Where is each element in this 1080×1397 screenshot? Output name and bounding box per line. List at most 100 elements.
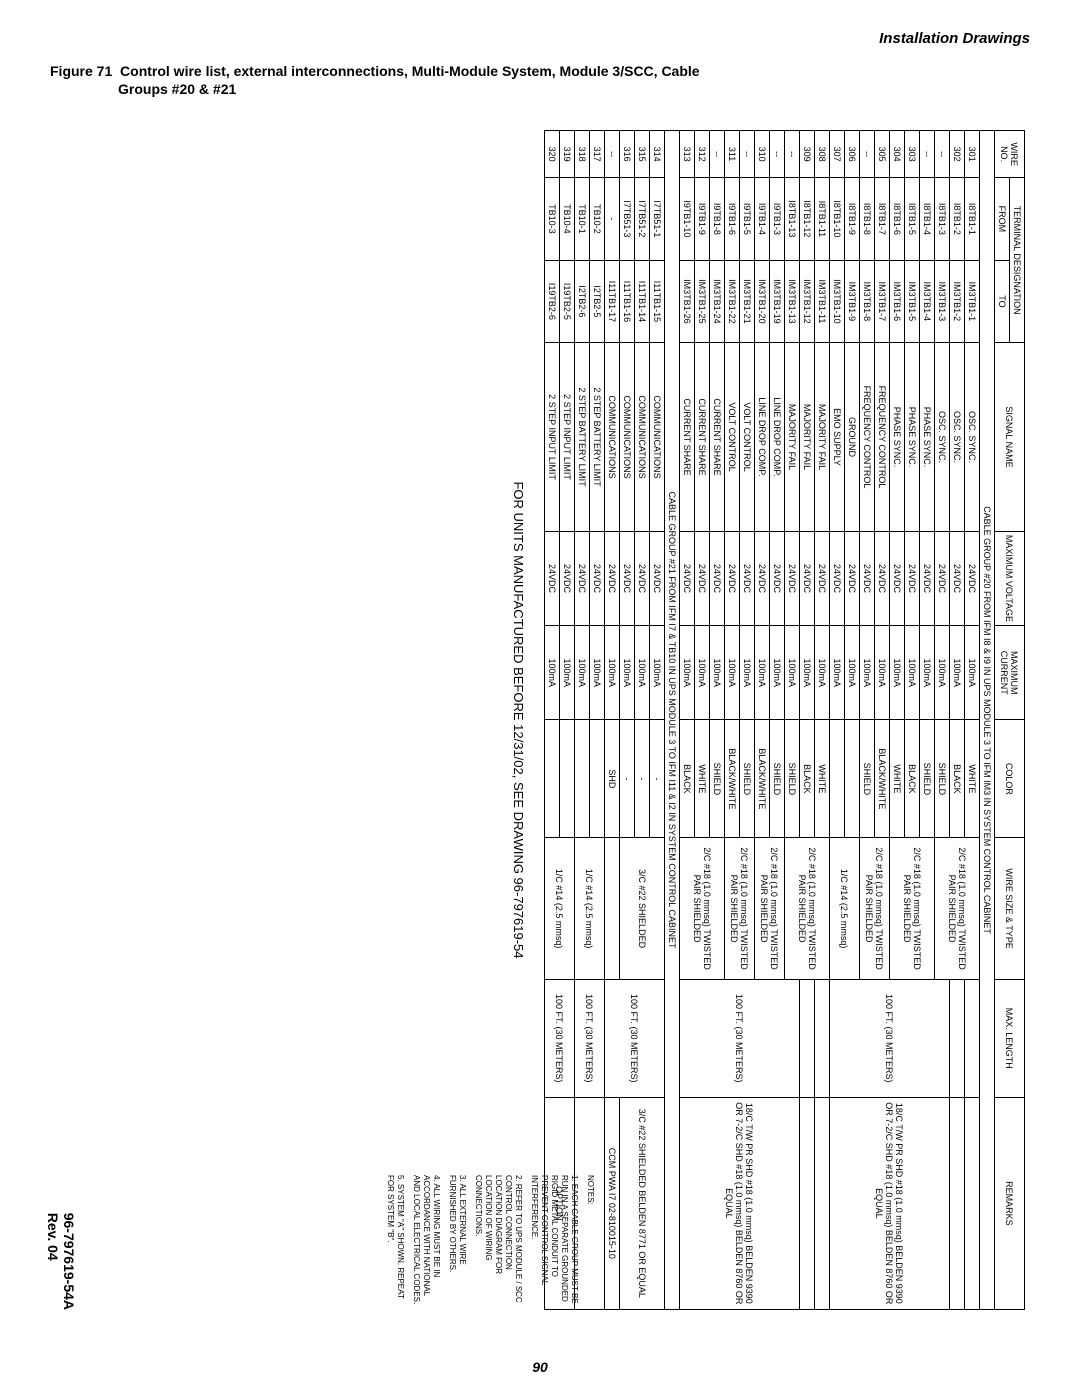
section-cell: CABLE GROUP #21 FROM IFM I7 & TB10 IN UP… xyxy=(665,131,680,1310)
cell: SHIELD xyxy=(770,720,785,838)
cell: 100mA xyxy=(920,626,935,720)
cell: 100mA xyxy=(590,626,605,720)
cell: 302 xyxy=(950,131,965,178)
cell: PHASE SYNC. xyxy=(905,343,920,532)
cell: I8TB1-13 xyxy=(785,178,800,261)
section-header: Installation Drawings xyxy=(50,30,1030,47)
doc-number-block: 96-797619-54A Rev. 04 xyxy=(45,1213,77,1310)
cell: SHIELD xyxy=(860,720,875,838)
cell: I9TB1-4 xyxy=(755,178,770,261)
cell xyxy=(845,720,860,838)
cell: IM3TB1-24 xyxy=(710,260,725,343)
cell: -- xyxy=(740,131,755,178)
cell: SHIELD xyxy=(710,720,725,838)
cell: 2 STEP BATTERY LIMIT xyxy=(590,343,605,532)
cell: 24VDC xyxy=(740,531,755,625)
section-row: CABLE GROUP #21 FROM IFM I7 & TB10 IN UP… xyxy=(665,131,680,1310)
cell: 24VDC xyxy=(845,531,860,625)
cell: 24VDC xyxy=(650,531,665,625)
col-from: FROM xyxy=(995,178,1010,261)
cell: OSC. SYNC. xyxy=(965,343,980,532)
cell: I11TB1-14 xyxy=(635,260,650,343)
cell: I11TB1-15 xyxy=(650,260,665,343)
cell: SHIELD xyxy=(785,720,800,838)
cell: 24VDC xyxy=(905,531,920,625)
table-row: --I8TB1-3IM3TB1-3OSC. SYNC.24VDC100mASHI… xyxy=(935,131,950,1310)
cell: IM3TB1-25 xyxy=(695,260,710,343)
cell: I8TB1-6 xyxy=(890,178,905,261)
cell: - xyxy=(650,720,665,838)
col-term-des: TERMINAL DESIGNATION xyxy=(1010,178,1025,343)
col-max-len: MAX. LENGTH xyxy=(995,979,1025,1097)
cell: TB10-4 xyxy=(560,178,575,261)
cell: I8TB1-8 xyxy=(860,178,875,261)
cell-rem xyxy=(965,1097,980,1309)
cell: I8TB1-11 xyxy=(815,178,830,261)
cell-len xyxy=(800,979,815,1097)
page-number: 90 xyxy=(0,1359,1080,1375)
cell: 24VDC xyxy=(635,531,650,625)
cell: WHITE xyxy=(815,720,830,838)
cell: PHASE SYNC. xyxy=(890,343,905,532)
doc-number: 96-797619-54A xyxy=(61,1213,77,1310)
cell: SHIELD xyxy=(935,720,950,838)
cell: 301 xyxy=(965,131,980,178)
notes-title: NOTES: xyxy=(585,1175,595,1310)
col-to: TO xyxy=(995,260,1010,343)
cell: 100mA xyxy=(755,626,770,720)
cell: 24VDC xyxy=(950,531,965,625)
cell: IM3TB1-20 xyxy=(755,260,770,343)
cell: IM3TB1-10 xyxy=(830,260,845,343)
cell: IM3TB1-3 xyxy=(935,260,950,343)
cell-len: 100 FT. (30 METERS) xyxy=(605,979,665,1097)
cell: -- xyxy=(770,131,785,178)
cell: BLACK xyxy=(680,720,695,838)
cell: 100mA xyxy=(725,626,740,720)
cell: I9TB1-6 xyxy=(725,178,740,261)
cell xyxy=(545,720,560,838)
notes-block: NOTES: 1. EACH CABLE GROUP MUST BE RUN I… xyxy=(379,1175,595,1310)
cell: 2 STEP INPUT LIMIT xyxy=(560,343,575,532)
cell: 100mA xyxy=(875,626,890,720)
cell: I8TB1-4 xyxy=(920,178,935,261)
note-2: 2. REFER TO UPS MODULE / SCC CONTROL CON… xyxy=(473,1175,523,1310)
cell: -- xyxy=(935,131,950,178)
cell: 100mA xyxy=(905,626,920,720)
cell: MAJORITY FAIL xyxy=(815,343,830,532)
cell: -- xyxy=(785,131,800,178)
cell: 24VDC xyxy=(815,531,830,625)
cell: BLACK xyxy=(950,720,965,838)
cell-size: 2/C #18 (1.0 mmsq) TWISTED PAIR SHIELDED xyxy=(680,838,725,979)
cell: I2TB2-6 xyxy=(575,260,590,343)
cell: I8TB1-12 xyxy=(800,178,815,261)
cell-rem xyxy=(950,1097,965,1309)
cell: 24VDC xyxy=(800,531,815,625)
cell: 24VDC xyxy=(860,531,875,625)
cell: 24VDC xyxy=(560,531,575,625)
cell: IM3TB1-21 xyxy=(740,260,755,343)
col-signal: SIGNAL NAME xyxy=(995,343,1025,532)
cell: 24VDC xyxy=(890,531,905,625)
cell: BLACK xyxy=(905,720,920,838)
note-5: 5. SYSTEM "A" SHOWN. REPEAT FOR SYSTEM "… xyxy=(385,1175,405,1310)
cell: 100mA xyxy=(860,626,875,720)
cell: IM3TB1-4 xyxy=(920,260,935,343)
cell: -- xyxy=(860,131,875,178)
cell: I8TB1-7 xyxy=(875,178,890,261)
cell-size: 3/C #22 SHIELDED xyxy=(620,838,665,979)
cell: 24VDC xyxy=(605,531,620,625)
cell: -- xyxy=(605,131,620,178)
cell: CURRENT SHARE xyxy=(695,343,710,532)
cell: 306 xyxy=(845,131,860,178)
cell: I19TB2-5 xyxy=(560,260,575,343)
cell: VOLT CONTROL xyxy=(725,343,740,532)
cell: 24VDC xyxy=(770,531,785,625)
cell: IM3TB1-19 xyxy=(770,260,785,343)
cell: I9TB1-5 xyxy=(740,178,755,261)
figure-text-1: Control wire list, external interconnect… xyxy=(120,63,700,79)
cell: 100mA xyxy=(740,626,755,720)
cell: 310 xyxy=(755,131,770,178)
cell: BLACK/WHITE xyxy=(875,720,890,838)
cell: 24VDC xyxy=(965,531,980,625)
col-max-v: MAXIMUM VOLTAGE xyxy=(995,531,1025,625)
